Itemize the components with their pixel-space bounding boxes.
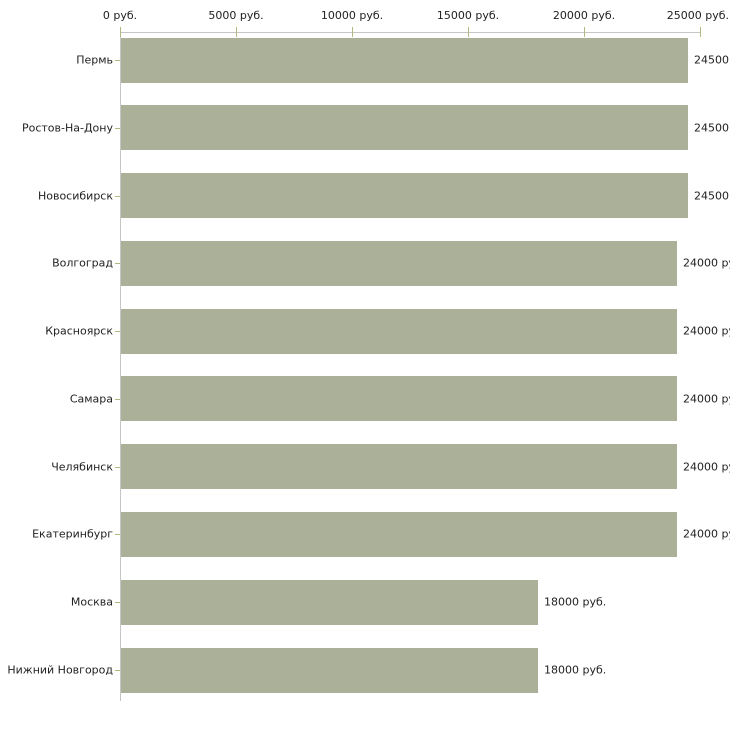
bar (121, 37, 688, 83)
value-label: 24500 руб. (694, 189, 730, 203)
bar (121, 105, 688, 151)
x-axis-tick-label: 5000 руб. (208, 9, 264, 22)
category-label: Ростов-На-Дону (21, 121, 113, 135)
category-label: Волгоград (52, 256, 113, 270)
x-axis-tick (352, 27, 353, 37)
category-label: Новосибирск (37, 189, 113, 203)
x-axis-tick-label: 0 руб. (102, 9, 138, 22)
value-label: 18000 руб. (544, 595, 607, 609)
value-label: 24000 руб. (683, 324, 730, 338)
bar (121, 173, 688, 219)
bar (121, 308, 677, 354)
x-axis-tick-label: 20000 руб. (552, 9, 616, 22)
value-label: 24000 руб. (683, 460, 730, 474)
bar (121, 240, 677, 286)
y-axis-tick (115, 466, 120, 468)
category-label: Самара (69, 392, 113, 406)
x-axis-tick (120, 27, 121, 37)
x-axis-line (120, 32, 701, 33)
x-axis-tick-label: 10000 руб. (320, 9, 384, 22)
bar (121, 647, 538, 693)
bar (121, 376, 677, 422)
y-axis-tick (115, 670, 120, 671)
x-axis-tick (584, 27, 585, 37)
value-label: 18000 руб. (544, 663, 607, 677)
y-axis-tick (115, 602, 120, 604)
x-axis-tick (236, 27, 237, 37)
x-axis-tick-label: 25000 руб. (666, 9, 729, 22)
y-axis-tick (115, 534, 120, 536)
y-axis-tick (115, 331, 120, 333)
y-axis-tick (115, 263, 120, 265)
y-axis-tick (115, 195, 120, 197)
value-label: 24000 руб. (683, 527, 730, 541)
y-axis-tick (115, 127, 120, 129)
category-label: Нижний Новгород (7, 663, 113, 677)
x-axis-tick (700, 27, 701, 37)
value-label: 24000 руб. (683, 392, 730, 406)
category-label: Челябинск (51, 460, 113, 474)
x-axis-tick-label: 15000 руб. (436, 9, 500, 22)
y-axis-tick (115, 398, 120, 400)
category-label: Пермь (76, 53, 113, 67)
category-label: Красноярск (45, 324, 113, 338)
category-label: Москва (70, 595, 113, 609)
value-label: 24500 руб. (694, 53, 730, 67)
bar (121, 579, 538, 625)
value-label: 24000 руб. (683, 256, 730, 270)
bar (121, 511, 677, 557)
y-axis-line (120, 32, 121, 701)
bar (121, 444, 677, 490)
value-label: 24500 руб. (694, 121, 730, 135)
y-axis-tick (115, 60, 120, 61)
category-label: Екатеринбург (32, 527, 113, 541)
x-axis-tick (468, 27, 469, 37)
